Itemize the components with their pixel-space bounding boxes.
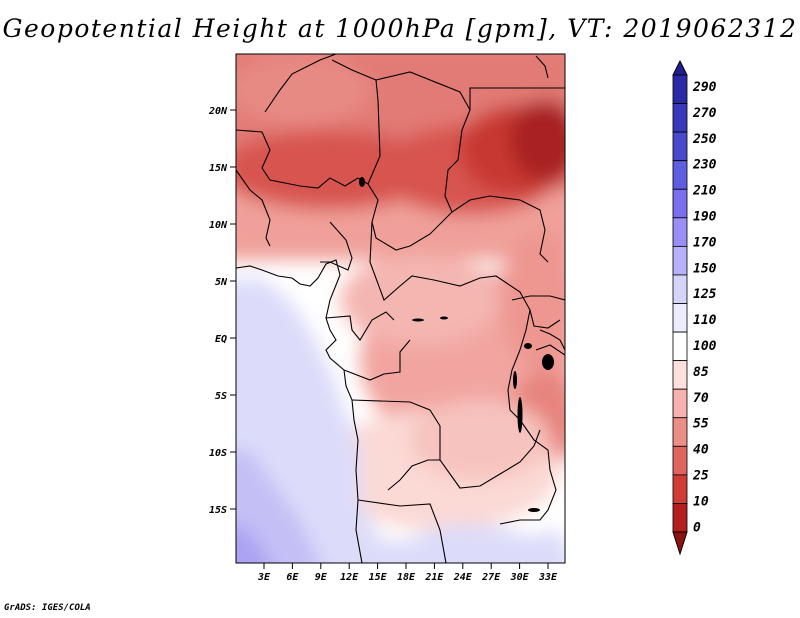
lat-label: 5S: [215, 391, 227, 402]
colorbar-label: 0: [693, 520, 701, 535]
colorbar-label: 85: [693, 365, 709, 380]
lon-label: 3E: [257, 572, 271, 583]
lat-label: 15N: [209, 163, 228, 174]
lon-label: 9E: [315, 572, 328, 583]
colorbar-label: 100: [693, 339, 717, 354]
lon-label: 24E: [453, 572, 473, 583]
lat-label: 10N: [209, 220, 228, 231]
colorbar-label: 210: [692, 184, 717, 199]
colorbar-swatch: [672, 74, 688, 104]
colorbar-label: 40: [693, 443, 709, 458]
colorbar-label: 25: [692, 469, 709, 484]
grads-credit: GrADS: IGES/COLA: [4, 603, 91, 613]
colorbar-swatch: [672, 188, 688, 219]
colorbar: 2902702502302101901701501251101008570554…: [672, 59, 717, 556]
colorbar-label: 125: [693, 287, 717, 302]
colorbar-swatch: [672, 331, 688, 362]
lon-label: 33E: [538, 572, 558, 583]
map-frame: [235, 53, 566, 564]
colorbar-swatch: [672, 217, 688, 247]
colorbar-swatch: [672, 360, 688, 390]
colorbar-top-arrow: [672, 59, 688, 76]
lat-label: 15S: [209, 505, 227, 516]
lat-label: 20N: [208, 106, 228, 117]
lon-label: 6E: [286, 572, 299, 583]
latitude-axis: 20N 15N 10N 5N EQ 5S 10S 15S: [208, 106, 236, 516]
country-borders: [236, 54, 565, 563]
colorbar-label: 55: [693, 417, 709, 432]
colorbar-swatch: [672, 160, 688, 190]
lon-label: 12E: [340, 572, 359, 583]
lat-label: EQ: [215, 334, 227, 345]
colorbar-label: 150: [693, 261, 717, 276]
longitude-axis: 3E 6E 9E 12E 15E 18E 21E 24E 27E 30E 33E: [257, 563, 558, 583]
colorbar-swatch: [672, 503, 688, 533]
colorbar-swatch: [672, 274, 688, 304]
colorbar-swatch: [672, 131, 688, 162]
colorbar-swatch: [672, 388, 688, 419]
lon-label: 27E: [481, 572, 501, 583]
colorbar-swatch: [672, 417, 688, 447]
colorbar-label: 10: [693, 494, 709, 509]
lakes: [359, 177, 554, 512]
colorbar-label: 190: [693, 210, 717, 225]
lat-label: 10S: [209, 448, 227, 459]
colorbar-swatch: [672, 303, 688, 333]
colorbar-swatch: [672, 245, 688, 276]
colorbar-label: 290: [692, 80, 717, 95]
lon-label: 21E: [424, 572, 444, 583]
colorbar-swatch: [672, 474, 688, 504]
colorbar-swatch: [672, 445, 688, 476]
colorbar-label: 250: [692, 132, 717, 147]
colorbar-label: 170: [693, 235, 717, 250]
colorbar-label: 110: [693, 313, 717, 328]
lon-label: 15E: [369, 572, 388, 583]
lon-label: 30E: [510, 572, 530, 583]
lon-label: 18E: [397, 572, 416, 583]
map-title: Geopotential Height at 1000hPa [gpm], VT…: [2, 14, 798, 43]
colorbar-bottom-arrow: [672, 531, 688, 556]
lat-label: 5N: [215, 277, 228, 288]
colorbar-label: 230: [692, 158, 717, 173]
map-plot-area: [236, 54, 565, 563]
colorbar-swatch: [672, 103, 688, 133]
colorbar-label: 70: [693, 391, 709, 406]
colorbar-label: 270: [692, 106, 717, 121]
